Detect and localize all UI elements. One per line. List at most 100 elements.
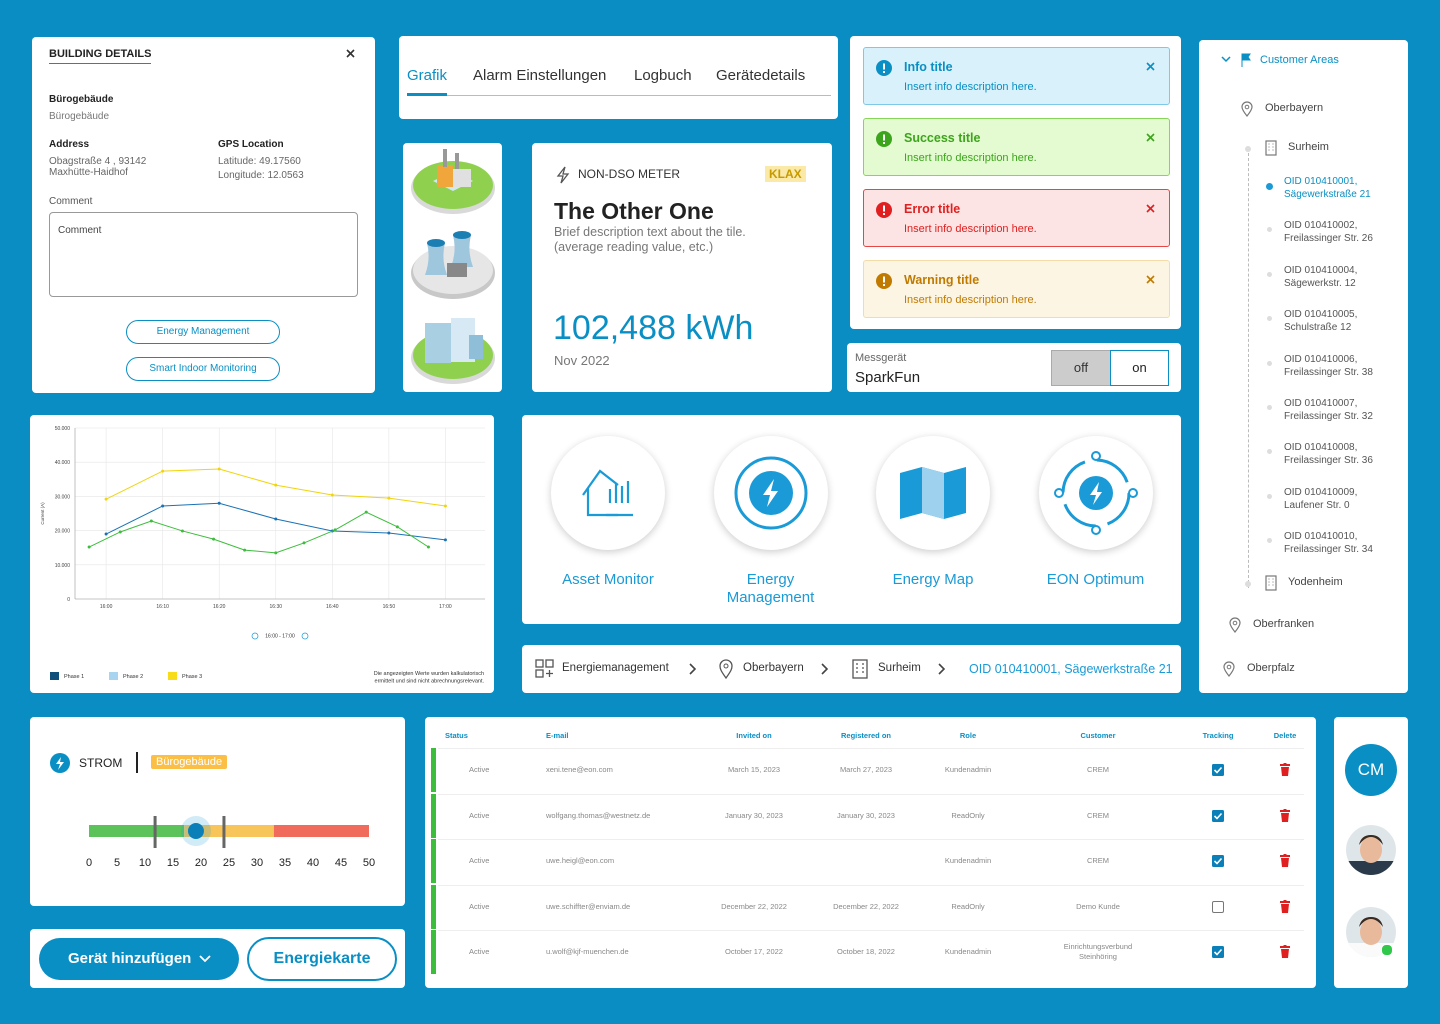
data-point [243, 548, 247, 552]
bolt-icon [556, 166, 570, 184]
breadcrumb-item[interactable]: Surheim [878, 662, 921, 674]
pin-icon [1223, 661, 1235, 677]
row-divider [438, 793, 1304, 795]
close-icon[interactable] [1146, 204, 1155, 213]
app-tile[interactable] [713, 436, 828, 550]
tree-dot [1267, 316, 1272, 322]
alert: Warning title Insert info description her… [863, 260, 1170, 318]
app-label[interactable]: Asset Monitor [562, 571, 654, 588]
tree-region[interactable]: Oberfranken [1253, 618, 1315, 630]
tree-object[interactable]: OID 010410005, [1284, 309, 1358, 321]
cell: CREM [1086, 765, 1110, 774]
delete-icon[interactable] [1280, 899, 1290, 913]
app-label[interactable]: EON Optimum [1046, 571, 1145, 588]
chevron-icon[interactable] [1221, 55, 1231, 63]
comment-input[interactable]: Comment [49, 212, 358, 297]
tree-site[interactable]: Surheim [1288, 141, 1329, 153]
alert-title: Warning title [904, 273, 980, 287]
cell: January 30, 2023 [725, 810, 783, 820]
app-tile[interactable] [876, 436, 990, 550]
gauge-zone [184, 825, 274, 837]
meter-date: Nov 2022 [554, 353, 610, 368]
checkbox[interactable] [1212, 764, 1224, 776]
tab-divider [407, 95, 831, 96]
close-icon[interactable] [1146, 62, 1155, 71]
tab[interactable]: Grafik [407, 67, 448, 84]
tree-object[interactable]: Freilassinger Str. 32 [1284, 411, 1373, 422]
button[interactable]: Energiekarte [247, 937, 397, 981]
gauge-zone [273, 825, 369, 837]
tree-object[interactable]: Sägewerkstr. 12 [1284, 277, 1356, 289]
app-icon [582, 469, 633, 517]
delete-icon[interactable] [1280, 854, 1290, 867]
tree-object[interactable]: Sägewerkstraße 21 [1284, 189, 1371, 200]
breadcrumb-item[interactable]: Oberbayern [743, 662, 804, 674]
tree-object[interactable]: OID 010410010, [1284, 531, 1358, 543]
alert-text: Insert info description here. [904, 223, 1037, 235]
tree-object[interactable]: OID 010410002, [1284, 220, 1358, 232]
tree-object[interactable]: OID 010410004, [1284, 264, 1358, 276]
breadcrumb-item[interactable]: OID 010410001, Sägewerkstraße 21 [969, 662, 1173, 676]
column-header: Registered on [840, 731, 891, 740]
cell: October 17, 2022 [725, 947, 783, 956]
tree-object[interactable]: OID 010410007, [1284, 398, 1358, 409]
delete-icon[interactable] [1280, 808, 1290, 822]
checkbox[interactable] [1212, 855, 1224, 867]
data-point [443, 538, 447, 542]
tree-root[interactable]: Customer Areas [1260, 54, 1339, 66]
avatar-initials[interactable]: CM [1345, 744, 1397, 796]
tab[interactable]: Gerätedetails [716, 67, 806, 84]
alert-icon [876, 202, 892, 218]
value: Bürogebäude [49, 111, 110, 122]
cell: Active [469, 765, 490, 774]
tabs-panel: Grafik Alarm Einstellungen Logbuch Gerätede… [399, 36, 838, 119]
cell: December 22, 2022 [721, 901, 787, 911]
tree-object[interactable]: OID 010410008, [1284, 442, 1358, 454]
gauge-tick: 15 [166, 857, 180, 869]
tree-object[interactable]: Freilassinger Str. 38 [1284, 366, 1373, 378]
close-icon[interactable] [346, 49, 355, 58]
tree-object[interactable]: OID 010410009, [1284, 486, 1358, 498]
tree-object[interactable]: Freilassinger Str. 34 [1284, 544, 1373, 556]
footnote: ermittelt und sind nicht abrechnungsrele… [375, 679, 485, 685]
close-icon[interactable] [1146, 133, 1155, 142]
app-tile[interactable] [1038, 436, 1153, 550]
data-point [161, 504, 165, 508]
status-online [1381, 944, 1393, 956]
tree-region[interactable]: Oberbayern [1265, 102, 1324, 114]
app-label[interactable]: Energy Management [726, 571, 815, 606]
tree-site[interactable]: Yodenheim [1288, 576, 1343, 588]
toggle-value: SparkFun [855, 369, 921, 386]
button[interactable]: Smart Indoor Monitoring [126, 357, 280, 381]
breadcrumb-item[interactable]: Energiemanagement [562, 662, 669, 674]
tree-object[interactable]: OID 010410001, [1284, 176, 1358, 187]
button[interactable]: Gerät hinzufügen [39, 938, 239, 980]
close-icon[interactable] [1146, 275, 1155, 284]
tree-region[interactable]: Oberpfalz [1247, 662, 1295, 674]
tree-object[interactable]: Freilassinger Str. 26 [1284, 233, 1373, 245]
tree-object[interactable]: Schulstraße 12 [1284, 322, 1352, 334]
tree-object[interactable]: OID 010410006, [1284, 353, 1358, 365]
cell: CREM [1086, 856, 1110, 865]
delete-icon[interactable] [1280, 945, 1290, 958]
tree-object[interactable]: Freilassinger Str. 36 [1284, 455, 1373, 467]
x-tick-label: 17:00 [439, 604, 452, 610]
data-point [104, 532, 108, 536]
y-tick-label: 0 [67, 597, 70, 603]
checkbox[interactable] [1212, 900, 1224, 913]
gps-line: Longitude: 12.0563 [218, 170, 304, 181]
delete-icon[interactable] [1280, 763, 1290, 776]
avatar-photo[interactable] [1346, 825, 1396, 875]
tree-object[interactable]: Laufener Str. 0 [1284, 499, 1350, 511]
column-header: Invited on [736, 731, 772, 740]
toggle-off[interactable]: off [1051, 350, 1111, 386]
toggle-on[interactable]: on [1110, 350, 1169, 386]
app-tile[interactable] [551, 436, 665, 550]
legend-label: Phase 1 [64, 674, 84, 680]
tab[interactable]: Alarm Einstellungen [473, 67, 607, 84]
app-label[interactable]: Energy Map [892, 571, 974, 588]
tab[interactable]: Logbuch [634, 67, 692, 84]
checkbox[interactable] [1212, 809, 1224, 822]
button[interactable]: Energy Management [126, 320, 280, 344]
checkbox[interactable] [1212, 946, 1224, 958]
